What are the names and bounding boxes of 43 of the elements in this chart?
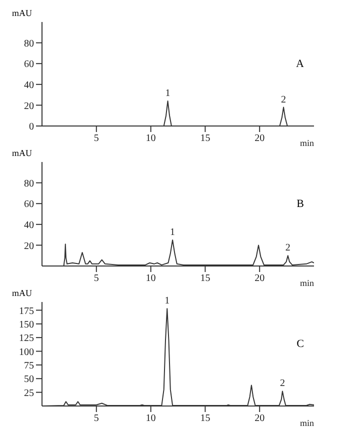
annotation: 2 (285, 242, 290, 254)
y-tick-label: 60 (24, 59, 34, 70)
y-tick-label: 80 (24, 38, 34, 50)
x-tick-label: 5 (94, 273, 99, 284)
y-tick-label: 20 (24, 240, 34, 252)
x-tick-label: 20 (254, 273, 265, 284)
y-tick-label: 125 (19, 333, 34, 344)
x-tick-label: 5 (94, 413, 99, 424)
x-tick-label: 10 (146, 273, 156, 284)
x-tick-label: 10 (146, 413, 156, 424)
y-tick-label: 0 (29, 122, 34, 133)
x-axis-title: min (300, 418, 314, 428)
annotation: 1 (165, 88, 170, 100)
y-tick-label: 25 (24, 388, 34, 399)
annotation: 1 (170, 227, 176, 238)
annotation: A (296, 58, 304, 70)
x-tick-label: 15 (200, 133, 210, 144)
y-tick-label: 175 (19, 306, 34, 317)
x-tick-label: 20 (254, 413, 265, 424)
annotation: B (296, 198, 304, 210)
annotation: 1 (164, 296, 170, 307)
y-tick-label: 80 (24, 178, 34, 190)
y-axis-title: mAU (12, 8, 32, 18)
x-axis-title: min (300, 138, 314, 148)
y-tick-label: 50 (24, 374, 34, 386)
y-axis-title: mAU (12, 288, 32, 298)
annotation: C (296, 338, 304, 350)
x-tick-label: 15 (200, 273, 210, 284)
y-tick-label: 150 (19, 319, 34, 330)
annotation: 2 (281, 94, 286, 106)
y-axis-title: mAU (12, 148, 32, 158)
x-tick-label: 10 (146, 133, 156, 144)
y-tick-label: 75 (24, 360, 34, 372)
x-axis-title: min (300, 278, 314, 288)
y-tick-label: 40 (24, 220, 34, 231)
x-tick-label: 5 (94, 133, 99, 144)
annotation: 2 (280, 378, 285, 390)
y-tick-label: 20 (24, 100, 34, 112)
y-tick-label: 40 (24, 80, 34, 91)
y-tick-label: 60 (24, 199, 34, 210)
y-tick-label: 100 (19, 346, 34, 358)
x-tick-label: 20 (254, 133, 265, 144)
x-tick-label: 15 (200, 413, 210, 424)
